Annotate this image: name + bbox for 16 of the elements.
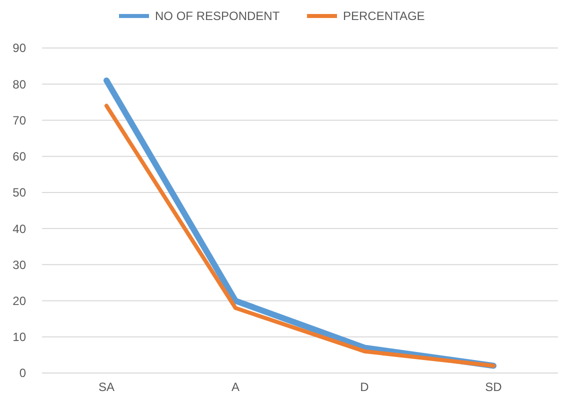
legend-label: NO OF RESPONDENT — [155, 9, 280, 24]
y-tick-label: 80 — [12, 77, 26, 92]
x-tick-label: SA — [98, 380, 115, 394]
y-tick-label: 40 — [12, 222, 26, 236]
y-tick-label: 10 — [12, 330, 26, 344]
y-tick-label: 60 — [12, 150, 26, 164]
x-tick-label: D — [360, 380, 370, 394]
y-tick-label: 0 — [19, 366, 26, 380]
legend-label: PERCENTAGE — [343, 9, 425, 24]
y-tick-label: 50 — [12, 186, 26, 200]
y-tick-label: 20 — [12, 294, 26, 308]
y-tick-label: 30 — [12, 258, 26, 272]
x-tick-label: SD — [485, 380, 502, 394]
y-tick-label: 90 — [12, 41, 26, 56]
x-tick-label: A — [231, 380, 240, 394]
y-tick-label: 70 — [12, 113, 26, 128]
